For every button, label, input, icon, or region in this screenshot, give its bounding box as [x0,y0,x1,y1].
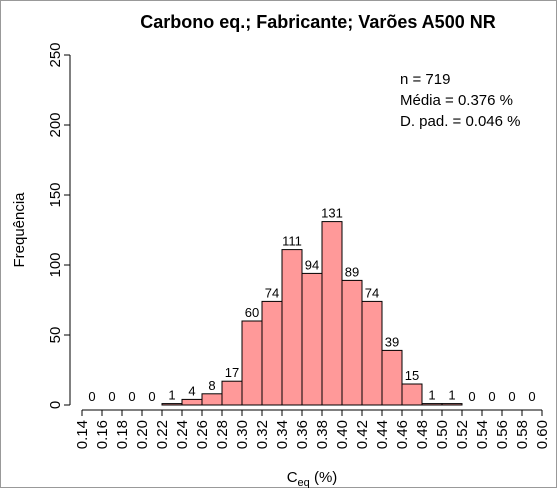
value-label: 111 [282,234,302,249]
value-label: 74 [265,285,279,300]
x-tick-label: 0.58 [514,420,531,449]
bar [261,300,283,406]
x-tick-label: 0.26 [194,420,211,449]
x-tick-label: 0.20 [134,420,151,449]
value-label: 0 [528,389,535,404]
bar [181,398,203,406]
x-tick-label: 0.18 [114,420,131,449]
x-tick-label: 0.28 [214,420,231,449]
x-tick-label: 0.24 [174,420,191,449]
bar [441,403,463,406]
x-tick-label: 0.48 [414,420,431,449]
x-axis-label: Ceq (%) [287,469,338,488]
value-label: 0 [88,389,95,404]
x-tick-label: 0.30 [234,420,251,449]
value-label: 15 [405,368,419,383]
x-tick-label: 0.32 [254,420,271,449]
x-tick-label: 0.54 [474,420,491,449]
bar [421,403,443,406]
chart-title: Carbono eq.; Fabricante; Varões A500 NR [140,12,495,32]
value-label: 0 [128,389,135,404]
value-label: 17 [225,365,239,380]
x-tick-label: 0.50 [434,420,451,449]
bar [221,380,243,406]
y-tick-label: 200 [47,112,64,137]
x-label-main: C [287,469,298,486]
value-label: 1 [168,388,175,403]
value-label: 0 [148,389,155,404]
bar [361,300,383,406]
x-tick-label: 0.36 [294,420,311,449]
bar [321,221,343,406]
value-label: 74 [365,285,379,300]
value-label: 39 [385,334,399,349]
x-tick-label: 0.40 [334,420,351,449]
bar [341,279,363,406]
value-label: 1 [448,388,455,403]
x-label-rest: (%) [310,469,338,486]
value-label: 89 [345,264,359,279]
value-label: 0 [488,389,495,404]
value-label: 0 [468,389,475,404]
x-tick-label: 0.14 [74,420,91,449]
x-tick-label: 0.52 [454,420,471,449]
y-tick-label: 100 [47,252,64,277]
bar [201,393,223,406]
annotation: n = 719 [400,71,450,88]
annotation: Média = 0.376 % [400,92,513,109]
x-tick-label: 0.22 [154,420,171,449]
x-tick-label: 0.16 [94,420,111,449]
bar [301,272,323,406]
x-tick-label: 0.42 [354,420,371,449]
y-tick-label: 150 [47,182,64,207]
y-axis-label: Frequência [11,192,28,268]
x-tick-label: 0.38 [314,420,331,449]
y-tick-label: 50 [47,327,64,344]
value-label: 8 [208,378,215,393]
x-tick-label: 0.56 [494,420,511,449]
y-tick-label: 250 [47,42,64,67]
value-label: 1 [428,388,435,403]
value-label: 0 [508,389,515,404]
x-tick-label: 0.46 [394,420,411,449]
x-label-sub: eq [298,477,310,488]
value-label: 4 [188,383,195,398]
bar [281,249,303,406]
value-label: 94 [305,257,319,272]
bar [161,403,183,406]
value-label: 0 [108,389,115,404]
y-tick-label: 0 [47,401,64,409]
x-tick-label: 0.60 [534,420,551,449]
annotation: D. pad. = 0.046 % [400,113,521,130]
x-tick-label: 0.44 [374,420,391,449]
value-label: 131 [321,206,343,221]
value-label: 60 [245,305,259,320]
x-tick-label: 0.34 [274,420,291,449]
bar [401,383,423,406]
bar [381,349,403,406]
bar [241,320,263,406]
